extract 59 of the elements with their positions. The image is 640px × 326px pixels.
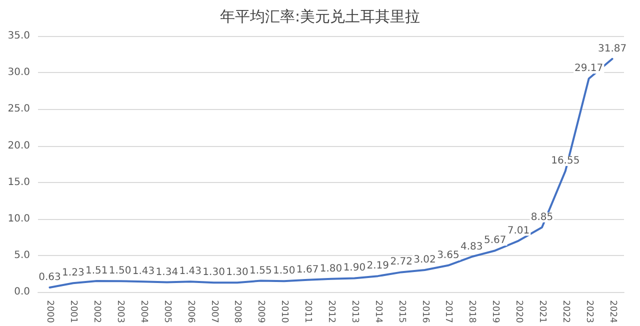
data-label: 29.17 (574, 63, 604, 74)
x-tick-label: 2020 (514, 300, 524, 324)
y-tick-label: 20.0 (8, 140, 30, 152)
x-tick-label: 2002 (92, 300, 102, 323)
x-tick-label: 2010 (279, 300, 290, 324)
y-tick-label: 5.0 (14, 250, 30, 262)
x-tick-label: 2000 (44, 300, 55, 324)
x-tick-label: 2011 (302, 300, 313, 323)
y-tick-label: 15.0 (8, 176, 30, 188)
x-tick-label: 2001 (68, 300, 78, 323)
data-label: 1.55 (250, 265, 272, 276)
x-tick-label: 2013 (349, 300, 360, 323)
y-tick-label: 0.0 (14, 286, 30, 298)
x-tick-label: 2015 (396, 300, 406, 323)
data-label: 1.80 (320, 263, 342, 274)
x-tick-label: 2022 (560, 300, 570, 323)
y-tick-label: 25.0 (8, 104, 30, 115)
x-tick-label: 2004 (138, 300, 148, 324)
y-tick-label: 10.0 (8, 213, 30, 224)
x-tick-label: 2023 (584, 300, 594, 323)
data-label: 1.43 (132, 266, 155, 278)
x-tick-label: 2005 (162, 300, 172, 323)
data-label: 8.85 (530, 212, 554, 223)
data-label: 1.50 (108, 266, 132, 277)
x-tick-label: 2006 (185, 300, 196, 324)
data-label: 1.90 (343, 262, 366, 274)
data-label: 1.23 (62, 268, 84, 279)
data-label: 1.34 (156, 266, 178, 278)
y-tick-label: 30.0 (8, 67, 30, 78)
chart-title: 年平均汇率:美元兑土耳其里拉 (220, 8, 420, 26)
x-tick-label: 2008 (232, 300, 242, 324)
x-tick-label: 2024 (607, 300, 618, 324)
data-label: 16.55 (551, 156, 580, 166)
data-label: 1.50 (272, 266, 296, 277)
data-label: 3.65 (437, 250, 460, 261)
data-label: 1.51 (85, 266, 108, 277)
x-tick-label: 2003 (115, 300, 126, 323)
data-label: 4.83 (460, 241, 483, 252)
data-label: 31.87 (598, 43, 627, 54)
data-label: 1.30 (226, 267, 248, 278)
data-label: 3.02 (414, 254, 436, 266)
data-label: 2.19 (366, 260, 390, 272)
x-tick-label: 2016 (420, 300, 430, 324)
x-tick-label: 2018 (466, 300, 477, 324)
data-label: 1.43 (179, 266, 202, 278)
x-tick-label: 2021 (536, 300, 547, 323)
data-label: 1.67 (296, 264, 319, 276)
y-tick-label: 35.0 (8, 30, 30, 42)
x-tick-label: 2019 (490, 300, 500, 324)
x-tick-label: 2017 (443, 300, 454, 323)
x-tick-label: 2007 (208, 300, 219, 323)
x-tick-label: 2012 (326, 300, 336, 323)
data-label: 1.30 (202, 267, 225, 278)
data-label: 5.67 (484, 235, 506, 246)
data-label: 0.63 (38, 272, 61, 283)
x-tick-label: 2009 (256, 300, 266, 324)
data-label: 7.01 (507, 225, 530, 236)
data-label: 2.72 (390, 256, 412, 268)
x-tick-label: 2014 (372, 300, 383, 324)
